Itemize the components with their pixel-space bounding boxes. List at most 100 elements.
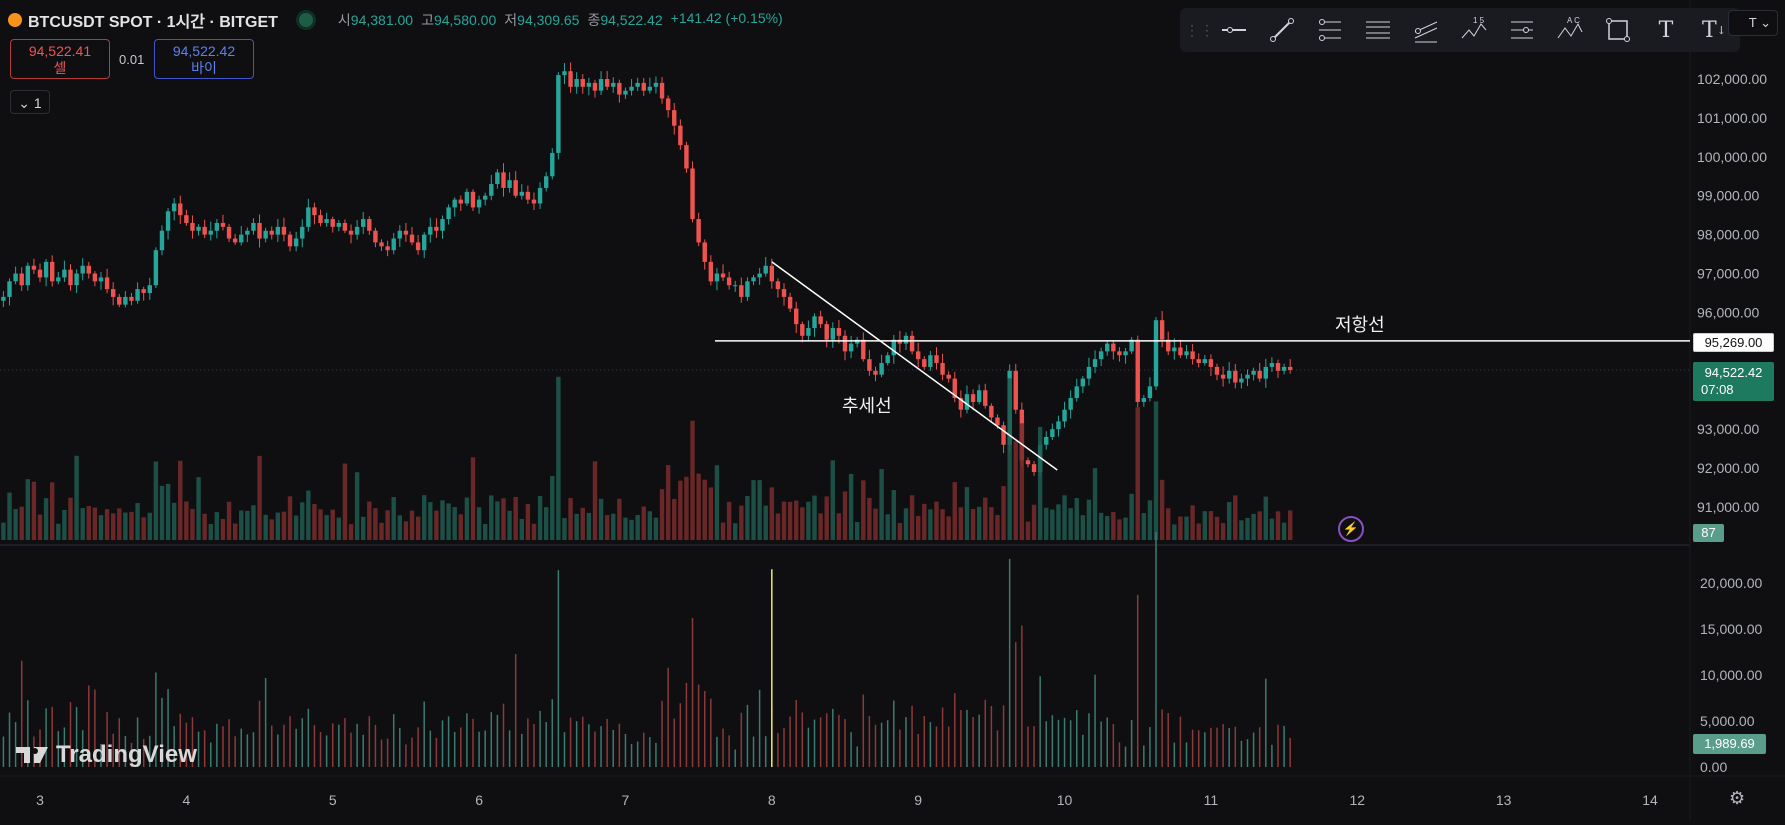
volume-overlay-bar	[464, 497, 470, 540]
candle-body	[1227, 370, 1232, 379]
candle-body	[422, 234, 427, 251]
volume-overlay-bar	[586, 512, 592, 540]
volume-overlay-bar	[110, 513, 116, 540]
volume-overlay-bar	[739, 505, 744, 540]
candle-body	[1275, 363, 1281, 371]
lightning-icon[interactable]: ⚡	[1338, 516, 1364, 542]
volume-overlay-bar	[403, 521, 409, 540]
candle-body	[995, 417, 1000, 426]
volume-overlay-bar	[964, 487, 970, 540]
volume-axis-label: 10,000.00	[1700, 667, 1762, 683]
time-axis-label: 8	[768, 792, 776, 808]
volume-overlay-bar	[251, 505, 256, 540]
volume-overlay-bar	[726, 501, 732, 540]
fib-retracement-icon[interactable]	[1498, 10, 1546, 50]
candle-body	[165, 211, 171, 231]
volume-overlay-bar	[1129, 493, 1134, 540]
elliott-wave-icon[interactable]: 1 5	[1450, 10, 1498, 50]
candle-body	[915, 351, 921, 360]
candle-body	[519, 191, 524, 196]
timeframe-dropdown[interactable]: T ⌄	[1728, 10, 1778, 36]
volume-overlay-bar	[970, 508, 976, 540]
tradingview-logo[interactable]: TradingView	[14, 741, 197, 769]
volume-overlay-bar	[354, 472, 360, 540]
volume-overlay-bar	[1062, 495, 1067, 540]
candle-body	[861, 339, 866, 360]
volume-overlay-bar	[1172, 524, 1177, 540]
candle-body	[952, 378, 957, 399]
horizontal-line-icon[interactable]	[1210, 10, 1258, 50]
candle-body	[440, 219, 445, 231]
text-icon[interactable]: T	[1658, 17, 1674, 43]
volume-overlay-bar	[1257, 511, 1262, 540]
volume-axis-label: 20,000.00	[1700, 575, 1762, 591]
volume-overlay-bar	[934, 501, 939, 540]
candle-body	[690, 168, 695, 220]
low-value: 94,309.65	[517, 12, 580, 28]
candle-body	[751, 277, 756, 282]
candle-body	[586, 82, 592, 87]
current-price: 94,522.42	[1704, 365, 1763, 380]
price-axis-label: 101,000.00	[1697, 110, 1767, 126]
volume-overlay-bar	[56, 523, 61, 540]
regression-trend-icon[interactable]	[1402, 10, 1450, 50]
volume-overlay-bar	[1, 522, 6, 540]
candle-body	[1111, 343, 1116, 352]
lot-size-dropdown[interactable]: ⌄ 1	[10, 90, 50, 114]
xabcd-pattern-icon[interactable]: A C	[1546, 10, 1594, 50]
volume-overlay-bar	[287, 496, 293, 540]
volume-overlay-bar	[952, 482, 957, 540]
volume-overlay-bar	[324, 515, 329, 540]
change-value: +141.42 (+0.15%)	[670, 10, 783, 26]
candle-body	[19, 273, 24, 286]
volume-overlay-bar	[1269, 518, 1275, 540]
parallel-channel-icon[interactable]	[1306, 10, 1354, 50]
volume-overlay-bar	[647, 511, 653, 540]
trend-line-icon[interactable]	[1258, 10, 1306, 50]
volume-overlay-bar	[1098, 512, 1104, 540]
volume-overlay-bar	[269, 519, 274, 540]
drag-handle-icon[interactable]: ⋮⋮	[1185, 21, 1215, 38]
volume-overlay-bar	[562, 518, 567, 540]
time-axis-label: 3	[36, 792, 44, 808]
trend-line	[771, 261, 1058, 471]
candle-body	[367, 219, 372, 231]
candle-body	[891, 339, 896, 356]
volume-axis-label: 15,000.00	[1700, 621, 1762, 637]
market-status-icon[interactable]	[295, 10, 316, 30]
sell-button[interactable]: 94,522.41 셀	[10, 39, 110, 79]
price-axis-label: 93,000.00	[1697, 421, 1759, 437]
volume-overlay-bar	[373, 508, 378, 540]
candle-body	[928, 355, 933, 367]
volume-overlay-bar	[787, 501, 793, 540]
volume-overlay-bar	[123, 512, 128, 540]
candle-body	[196, 226, 201, 231]
symbol-title[interactable]: BTCUSDT SPOT · 1시간 · BITGET	[28, 14, 278, 31]
volume-overlay-bar	[293, 515, 299, 540]
candle-body	[117, 296, 122, 305]
volume-overlay-bar	[1263, 496, 1268, 540]
resistance-label[interactable]: 저항선	[1335, 315, 1385, 335]
candle-body	[458, 199, 463, 204]
settings-gear-icon[interactable]: ⚙	[1729, 788, 1746, 808]
candle-body	[202, 226, 207, 235]
horizontal-channel-icon[interactable]	[1354, 10, 1402, 50]
volume-overlay-bar	[672, 499, 677, 540]
volume-overlay-bar	[1147, 500, 1153, 540]
volume-overlay-bar	[1013, 441, 1018, 540]
candle-body	[775, 281, 781, 290]
candle-body	[934, 355, 939, 364]
trendline-label[interactable]: 추세선	[842, 396, 892, 416]
volume-overlay-bar	[1245, 517, 1250, 540]
candle-body	[464, 191, 470, 204]
anchored-text-icon[interactable]: T ↓	[1702, 17, 1726, 43]
buy-button[interactable]: 94,522.42 바이	[154, 39, 254, 79]
volume-overlay-bar	[1135, 407, 1140, 540]
rectangle-icon[interactable]	[1594, 10, 1642, 50]
volume-overlay-bar	[763, 505, 768, 540]
volume-overlay-bar	[1092, 468, 1098, 540]
candle-body	[940, 363, 945, 375]
candle-body	[74, 273, 79, 286]
